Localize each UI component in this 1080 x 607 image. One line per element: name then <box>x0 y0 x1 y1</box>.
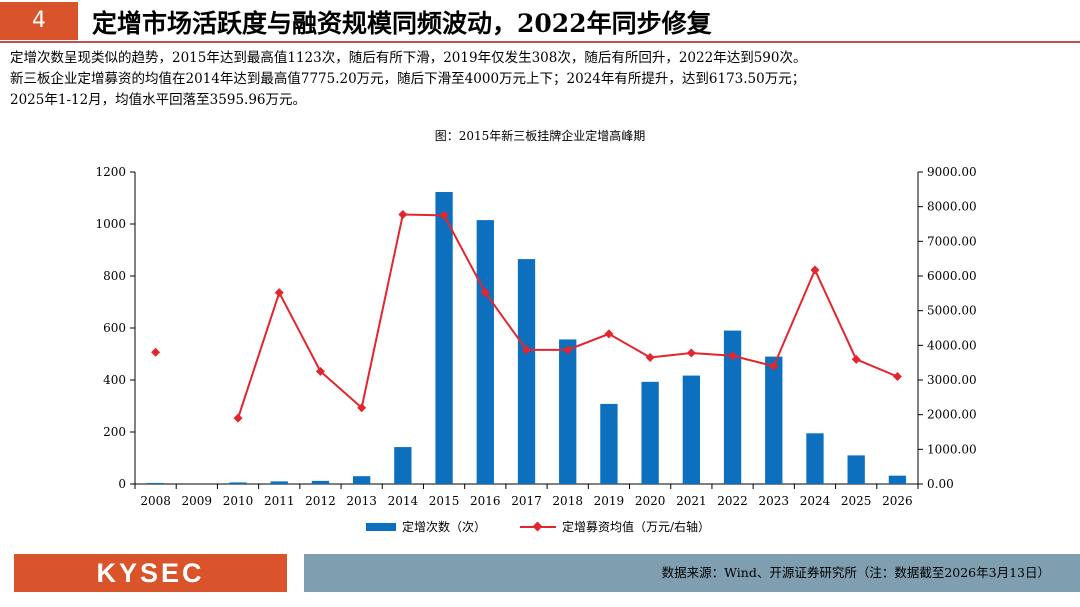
bar-2023 <box>765 356 783 484</box>
bar-2013 <box>353 476 371 484</box>
line-point-2016 <box>480 288 490 298</box>
legend-bar-swatch <box>366 523 396 531</box>
bar-2012 <box>311 480 330 484</box>
left-tick-label: 800 <box>103 269 126 283</box>
chart-title: 图：2015年新三板挂牌企业定增高峰期 <box>434 129 646 143</box>
x-tick-label: 2019 <box>594 494 625 508</box>
right-tick-label: 7000.00 <box>927 234 977 248</box>
bar-2026 <box>888 475 907 484</box>
footer-band: 数据来源：Wind、开源证券研究所（注：数据截至2026年3月13日） <box>304 554 1080 592</box>
bar-2021 <box>682 375 700 484</box>
description-line: 新三板企业定增募资的均值在2014年达到最高值7775.20万元，随后下滑至40… <box>10 71 806 87</box>
right-tick-label: 8000.00 <box>927 200 977 214</box>
bar-2016 <box>476 220 494 484</box>
right-tick-label: 3000.00 <box>927 373 977 387</box>
x-tick-label: 2017 <box>511 494 542 508</box>
description-line: 定增次数呈现类似的趋势，2015年达到最高值1123次，随后有所下滑，2019年… <box>10 50 807 66</box>
legend-label-bar: 定增次数（次） <box>402 520 487 534</box>
page-title: 定增市场活跃度与融资规模同频波动，2022年同步修复 <box>92 9 712 38</box>
bar-2010 <box>229 482 247 484</box>
x-tick-label: 2009 <box>182 494 213 508</box>
legend-label-line: 定增募资均值（万元/右轴） <box>562 520 711 534</box>
chart-legend: 定增次数（次） 定增募资均值（万元/右轴） <box>0 518 1080 536</box>
x-tick-label: 2012 <box>305 494 336 508</box>
x-tick-label: 2024 <box>800 494 831 508</box>
line-point-2013 <box>357 403 367 413</box>
line-point-2010 <box>233 413 243 423</box>
right-tick-label: 0.00 <box>927 477 954 491</box>
line-point-2018 <box>563 345 573 355</box>
bar-2014 <box>394 447 412 484</box>
x-tick-label: 2018 <box>552 494 583 508</box>
x-tick-label: 2020 <box>635 494 666 508</box>
line-point-2022 <box>728 351 738 361</box>
bar-2015 <box>435 192 453 484</box>
right-tick-label: 9000.00 <box>927 165 977 179</box>
line-point-2023 <box>769 361 779 371</box>
data-source-note: 数据来源：Wind、开源证券研究所（注：数据截至2026年3月13日） <box>661 565 1050 580</box>
line-point-2017 <box>522 345 531 355</box>
x-tick-label: 2026 <box>882 494 913 508</box>
line-point-2015 <box>439 210 449 220</box>
x-tick-label: 2022 <box>717 494 748 508</box>
line-point-2025 <box>851 354 861 364</box>
right-tick-label: 4000.00 <box>927 338 977 352</box>
legend-diamond-marker-icon <box>532 521 543 532</box>
right-tick-label: 5000.00 <box>927 304 977 318</box>
company-logo: KYSEC <box>14 554 287 592</box>
line-point-2026 <box>892 372 902 382</box>
bar-2008 <box>146 482 165 484</box>
line-point-2021 <box>686 348 696 358</box>
line-point-2011 <box>274 288 284 298</box>
x-tick-label: 2008 <box>140 494 171 508</box>
line-point-2024 <box>810 265 820 275</box>
x-tick-label: 2015 <box>429 494 460 508</box>
left-tick-label: 0 <box>118 477 126 491</box>
x-tick-label: 2013 <box>346 494 377 508</box>
bar-2018 <box>559 339 577 484</box>
bar-2019 <box>600 403 618 484</box>
left-tick-label: 400 <box>103 373 126 387</box>
section-number: 4 <box>0 2 78 40</box>
x-tick-label: 2023 <box>758 494 789 508</box>
x-tick-label: 2025 <box>841 494 872 508</box>
line-point-2012 <box>315 366 325 376</box>
x-tick-label: 2021 <box>676 494 707 508</box>
bar-2020 <box>641 381 659 484</box>
bar-2024 <box>806 433 824 484</box>
bar-2011 <box>270 481 288 484</box>
left-tick-label: 200 <box>103 425 126 439</box>
header-bar: 4 定增市场活跃度与融资规模同频波动，2022年同步修复 <box>0 0 1080 43</box>
line-point-2008 <box>151 347 161 357</box>
x-tick-label: 2010 <box>223 494 254 508</box>
description-text: 定增次数呈现类似的趋势，2015年达到最高值1123次，随后有所下滑，2019年… <box>10 48 1072 111</box>
line-point-2019 <box>604 329 614 339</box>
right-tick-label: 2000.00 <box>927 408 977 422</box>
header-divider <box>0 41 1080 43</box>
right-tick-label: 1000.00 <box>927 442 977 456</box>
x-tick-label: 2016 <box>470 494 501 508</box>
description-line: 2025年1-12月，均值水平回落至3595.96万元。 <box>10 92 307 108</box>
line-point-2014 <box>398 209 408 219</box>
bar-2022 <box>723 330 742 484</box>
bar-2017 <box>517 259 536 484</box>
right-tick-label: 6000.00 <box>927 269 977 283</box>
line-point-2020 <box>645 352 655 362</box>
bar-2025 <box>847 455 865 484</box>
left-tick-label: 1200 <box>95 165 126 179</box>
left-tick-label: 1000 <box>95 217 126 231</box>
x-tick-label: 2014 <box>388 494 419 508</box>
left-tick-label: 600 <box>103 321 126 335</box>
x-tick-label: 2011 <box>264 494 295 508</box>
